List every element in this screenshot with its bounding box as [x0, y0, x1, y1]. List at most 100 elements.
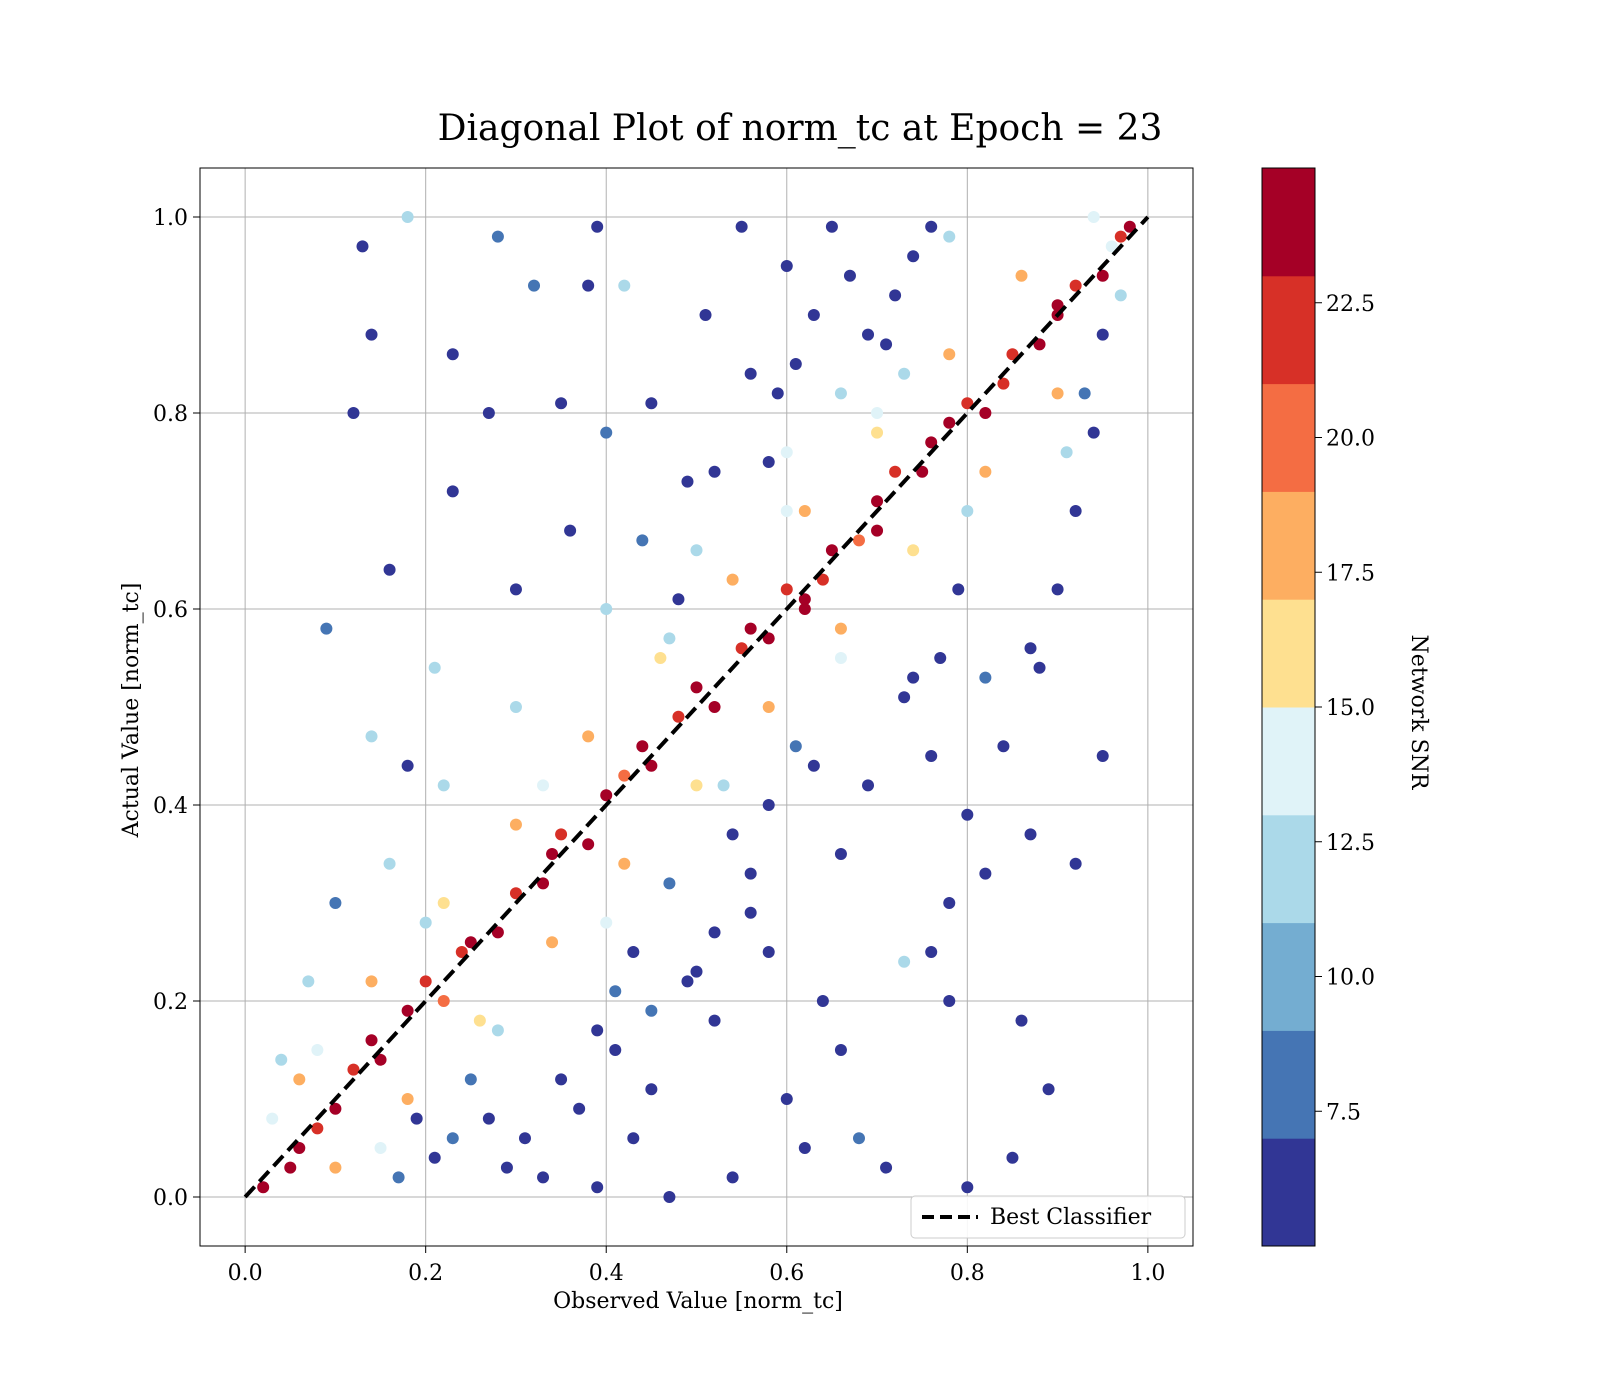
scatter-point — [726, 828, 739, 841]
colorbar-tick-label: 22.5 — [1326, 292, 1375, 317]
scatter-point — [618, 857, 631, 870]
scatter-point — [807, 309, 820, 321]
scatter-point — [491, 1024, 504, 1037]
scatter-point — [961, 808, 974, 821]
scatter-point — [257, 1181, 270, 1194]
scatter-point — [681, 975, 694, 988]
scatter-point — [582, 730, 595, 743]
scatter-point — [437, 995, 450, 1007]
scatter-point — [825, 220, 838, 233]
colorbar-segment — [1262, 275, 1315, 385]
scatter-point — [1033, 338, 1046, 351]
scatter-point — [582, 279, 595, 292]
scatter-point — [1096, 269, 1109, 282]
scatter-point — [708, 1014, 721, 1027]
scatter-point — [618, 769, 631, 782]
scatter-point — [1015, 269, 1028, 282]
scatter-point — [293, 1073, 306, 1086]
scatter-point — [898, 955, 911, 968]
scatter-point — [509, 583, 522, 596]
best-classifier-line — [243, 215, 1150, 1199]
scatter-point — [365, 730, 378, 743]
scatter-point — [329, 897, 342, 909]
scatter-point — [582, 838, 595, 851]
scatter-point — [762, 456, 775, 468]
scatter-point — [600, 603, 613, 615]
scatter-point — [979, 407, 992, 419]
scatter-point — [401, 1004, 414, 1017]
scatter-point — [708, 926, 721, 939]
scatter-point — [907, 250, 920, 263]
scatter-point — [681, 475, 694, 488]
scatter-point — [961, 1181, 974, 1194]
scatter-point — [383, 857, 396, 870]
scatter-point — [834, 622, 847, 635]
scatter-point — [780, 583, 793, 596]
scatter-point — [446, 348, 459, 361]
scatter-point — [374, 1053, 387, 1066]
x-tick-label: 0.8 — [950, 1261, 985, 1286]
scatter-point — [401, 1093, 414, 1105]
x-axis-label: Observed Value [norm_tc] — [553, 1289, 843, 1314]
scatter-point — [1015, 1014, 1028, 1027]
scatter-point — [1051, 583, 1064, 596]
scatter-point — [1105, 240, 1118, 253]
scatter-point — [1114, 289, 1127, 302]
scatter-point — [446, 1132, 459, 1145]
scatter-point — [871, 495, 884, 508]
scatter-point — [329, 1102, 342, 1115]
scatter-point — [645, 759, 658, 772]
scatter-point — [365, 328, 378, 341]
chart-title: Diagonal Plot of norm_tc at Epoch = 23 — [438, 108, 1163, 149]
colorbar-tick-label: 20.0 — [1326, 427, 1375, 452]
legend: Best Classifier — [910, 1195, 1186, 1239]
colorbar-segment — [1262, 599, 1315, 708]
colorbar-segment — [1262, 383, 1315, 492]
scatter-point — [925, 946, 938, 958]
y-tick-label: 0.4 — [153, 794, 188, 819]
scatter-point — [1123, 220, 1136, 233]
scatter-point — [925, 436, 938, 449]
scatter-point — [645, 1004, 658, 1017]
scatter-point — [663, 632, 676, 645]
scatter-point — [663, 877, 676, 890]
scatter-point — [1096, 328, 1109, 341]
scatter-point — [347, 1063, 360, 1076]
scatter-point — [744, 906, 757, 919]
colorbar-segment — [1262, 168, 1315, 277]
scatter-point — [455, 946, 468, 958]
scatter-point — [871, 524, 884, 537]
scatter-point — [482, 1112, 495, 1125]
scatter-point — [1051, 299, 1064, 312]
scatter-point — [491, 926, 504, 939]
scatter-point — [383, 563, 396, 576]
colorbar-segment — [1262, 1030, 1315, 1139]
scatter-point — [690, 544, 703, 557]
scatter-point — [708, 701, 721, 713]
colorbar-tick-label: 7.5 — [1326, 1100, 1361, 1125]
scatter-point — [862, 328, 875, 341]
scatter-point — [1024, 642, 1037, 655]
scatter-point — [266, 1112, 279, 1125]
scatter-point — [943, 416, 956, 429]
scatter-point — [871, 426, 884, 439]
scatter-point — [907, 544, 920, 557]
scatter-point — [365, 1034, 378, 1047]
legend-entry-best-classifier: Best Classifier — [990, 1205, 1152, 1230]
scatter-point — [816, 573, 829, 586]
scatter-point — [528, 279, 541, 292]
scatter-point — [798, 603, 811, 615]
scatter-point — [943, 995, 956, 1007]
scatter-point — [780, 505, 793, 517]
x-tick-label: 0.4 — [589, 1261, 624, 1286]
scatter-point — [1069, 857, 1082, 870]
scatter-point — [672, 710, 685, 723]
scatter-point — [1033, 661, 1046, 674]
scatter-point — [437, 779, 450, 792]
scatter-point — [446, 485, 459, 498]
scatter-point — [852, 534, 865, 547]
colorbar-segment — [1262, 1138, 1315, 1247]
scatter-point — [690, 779, 703, 792]
scatter-point — [825, 544, 838, 557]
scatter-point — [726, 573, 739, 586]
